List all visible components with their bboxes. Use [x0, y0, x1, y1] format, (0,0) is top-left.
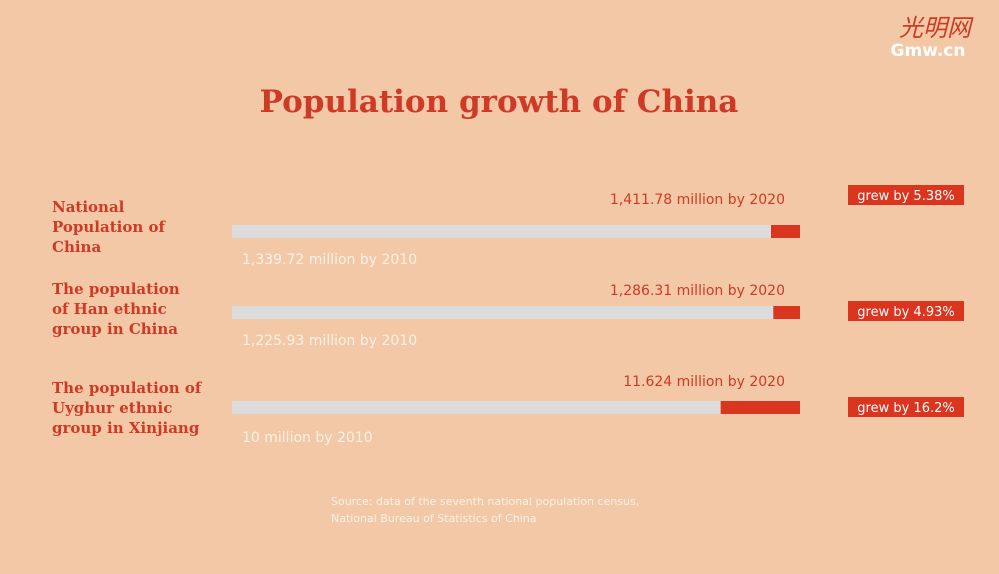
row-label: National [52, 198, 125, 216]
source-line: Source: data of the seventh national pop… [331, 495, 639, 508]
value-2010: 10 million by 2010 [242, 430, 373, 446]
bar-growth [720, 401, 800, 414]
value-2020: 11.624 million by 2020 [623, 374, 785, 390]
row-label: of Han ethnic [52, 300, 167, 318]
value-2010: 1,339.72 million by 2010 [242, 252, 417, 268]
row-label: group in China [52, 320, 178, 338]
row-label: The population [52, 280, 180, 298]
title: Population growth of China [260, 84, 739, 120]
value-2010: 1,225.93 million by 2010 [242, 333, 417, 349]
bar-growth [771, 225, 800, 238]
source-line: National Bureau of Statistics of China [331, 512, 537, 525]
row-label: The population of [52, 379, 203, 397]
row-label: Uyghur ethnic [52, 399, 172, 417]
growth-text: grew by 5.38% [857, 189, 954, 204]
growth-text: grew by 16.2% [857, 401, 954, 416]
bar-2010 [232, 306, 774, 319]
value-2020: 1,286.31 million by 2020 [610, 283, 785, 299]
logo-site: Gmw.cn [891, 41, 966, 61]
row-label: Population of [52, 218, 166, 236]
growth-badge [848, 301, 964, 321]
value-2020: 1,411.78 million by 2020 [610, 192, 785, 208]
bar-growth [773, 306, 800, 319]
bar-2010 [232, 401, 721, 414]
logo-mark: 光明网 [899, 14, 974, 42]
row-label: China [52, 238, 101, 256]
row-label: group in Xinjiang [52, 419, 200, 437]
growth-badge [848, 397, 964, 417]
growth-text: grew by 4.93% [857, 305, 954, 320]
growth-badge [848, 185, 964, 205]
bar-2010 [232, 225, 772, 238]
